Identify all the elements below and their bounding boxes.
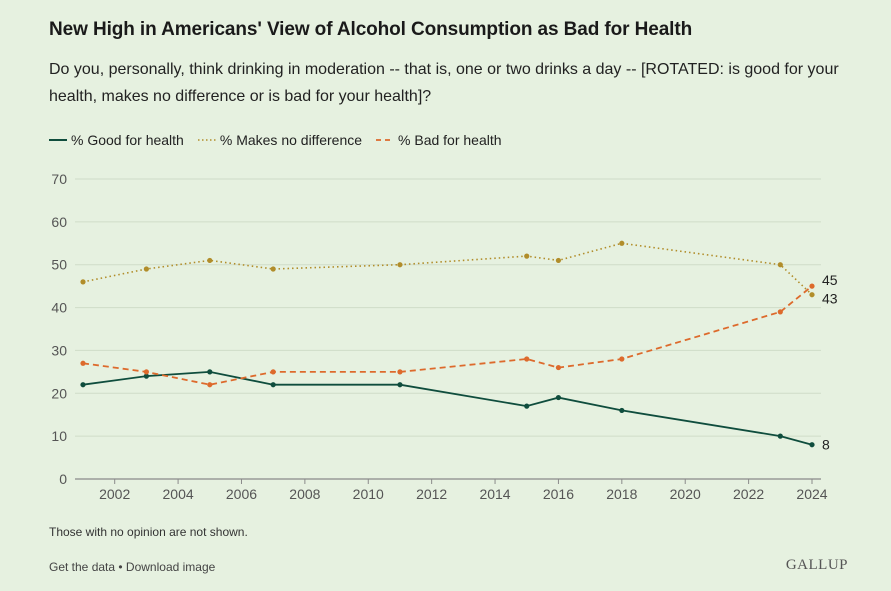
series-line-0	[82, 370, 813, 446]
x-tick-label: 2002	[99, 486, 130, 502]
data-point	[619, 407, 625, 414]
x-tick-label: 2014	[479, 486, 510, 502]
chart-title: New High in Americans' View of Alcohol C…	[49, 19, 693, 40]
end-value-label: 43	[822, 291, 838, 307]
chart-subtitle: Do you, personally, think drinking in mo…	[49, 61, 839, 105]
data-point	[809, 283, 815, 289]
x-tick-label: 2008	[289, 486, 320, 502]
data-point	[619, 356, 625, 362]
data-point	[524, 403, 530, 409]
data-point	[270, 266, 276, 272]
x-tick-label: 2006	[226, 486, 257, 502]
y-tick-label: 0	[59, 471, 67, 487]
legend-label-bad: % Bad for health	[398, 132, 502, 148]
end-value-label: 45	[822, 272, 838, 288]
y-tick-label: 70	[51, 171, 67, 187]
series-line-2	[82, 285, 813, 386]
y-tick-label: 50	[51, 257, 67, 273]
y-tick-label: 20	[51, 385, 67, 401]
footnote: Those with no opinion are not shown.	[49, 525, 248, 539]
data-point	[777, 262, 783, 268]
download-image-link[interactable]: Download image	[125, 560, 216, 574]
data-point	[80, 360, 86, 366]
legend-item-bad: % Bad for health	[376, 132, 502, 148]
data-point	[524, 253, 530, 259]
gallup-logo: GALLUP	[785, 557, 848, 573]
y-tick-label: 30	[51, 342, 67, 358]
data-point	[207, 257, 213, 264]
footer-links: Get the data • Download image	[49, 560, 215, 574]
legend-label-good: % Good for health	[71, 132, 184, 148]
data-point	[143, 369, 149, 375]
data-point	[143, 373, 149, 379]
footer-separator: •	[115, 560, 126, 574]
data-point	[619, 240, 625, 246]
data-point	[80, 279, 86, 285]
legend: % Good for health % Makes no difference …	[49, 132, 516, 148]
y-tick-label: 40	[51, 300, 67, 316]
data-point	[524, 356, 530, 362]
get-data-link[interactable]: Get the data	[49, 560, 116, 574]
data-point	[397, 262, 403, 268]
data-point	[777, 309, 783, 315]
legend-label-no-difference: % Makes no difference	[219, 132, 363, 148]
y-tick-label: 60	[51, 214, 67, 230]
x-tick-label: 2016	[543, 486, 574, 502]
y-tick-label: 10	[51, 428, 67, 444]
x-tick-label: 2022	[733, 486, 764, 502]
data-point	[777, 433, 783, 439]
data-point	[397, 382, 403, 388]
x-tick-label: 2004	[163, 486, 194, 502]
legend-item-no-difference: % Makes no difference	[197, 132, 363, 148]
x-tick-label: 2010	[353, 486, 384, 502]
data-point	[270, 382, 276, 388]
data-point	[207, 382, 213, 388]
legend-item-good: % Good for health	[49, 132, 184, 148]
x-tick-label: 2018	[606, 486, 637, 502]
legend-swatch-solid	[49, 139, 67, 141]
data-point	[809, 442, 815, 448]
x-tick-label: 2024	[796, 486, 827, 502]
x-tick-label: 2012	[416, 486, 447, 502]
legend-swatch-dotted	[197, 139, 216, 141]
x-tick-label: 2020	[670, 486, 701, 502]
data-point	[80, 382, 86, 388]
data-point	[555, 394, 562, 401]
data-point	[143, 266, 149, 272]
data-point	[270, 369, 276, 375]
data-point	[809, 292, 815, 298]
data-point	[207, 369, 213, 375]
data-point	[555, 364, 562, 371]
data-point	[397, 369, 403, 375]
series-line-1	[82, 242, 813, 296]
data-point	[555, 257, 562, 264]
end-value-label: 8	[822, 437, 830, 453]
legend-swatch-dashed	[376, 139, 395, 141]
